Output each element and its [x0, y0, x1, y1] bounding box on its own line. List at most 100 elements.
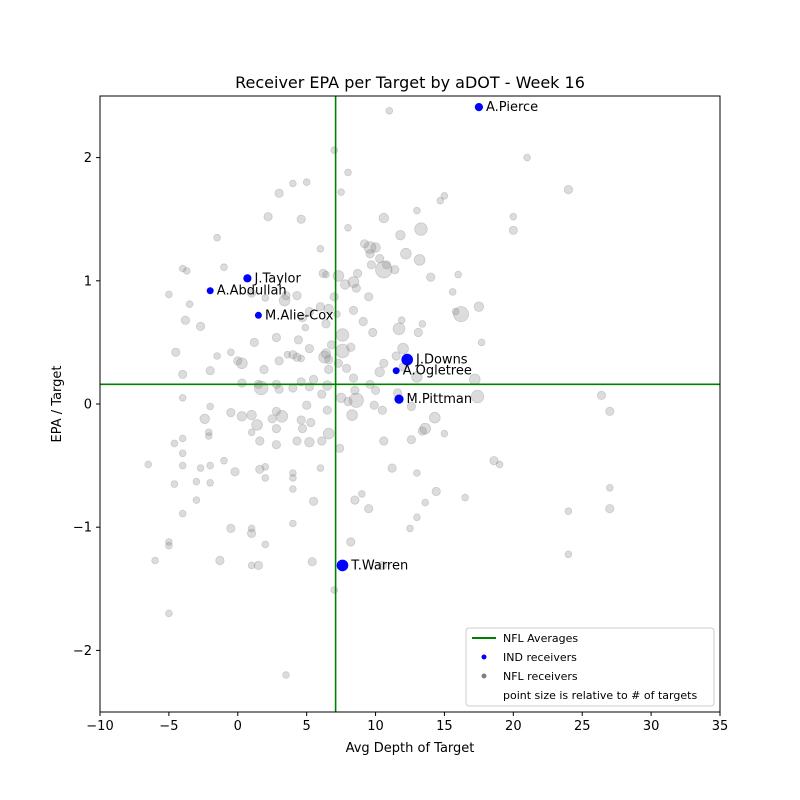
nfl-receiver-point-84 — [171, 347, 181, 357]
nfl-receiver-point-176 — [261, 462, 270, 471]
nfl-receiver-point-195 — [350, 495, 360, 505]
nfl-receiver-point-71 — [392, 322, 406, 336]
nfl-receiver-point-45 — [165, 290, 173, 299]
y-tick-label-1: 1 — [84, 274, 92, 289]
nfl-receiver-point-159 — [178, 434, 187, 443]
nfl-receiver-point-205 — [226, 523, 236, 534]
ind-point-j-downs — [401, 353, 414, 366]
ind-label-a-ogletree: A.Ogletree — [403, 364, 472, 379]
nfl-receiver-point-136 — [377, 405, 387, 415]
chart-title: Receiver EPA per Target by aDOT - Week 1… — [235, 73, 585, 92]
nfl-receiver-point-86 — [320, 348, 332, 359]
nfl-receiver-point-72 — [368, 327, 378, 338]
ind-label-m-pittman: M.Pittman — [407, 392, 473, 407]
nfl-receiver-point-107 — [411, 371, 423, 383]
legend-label-nfl-receivers: NFL receivers — [503, 670, 578, 683]
legend-swatch-ind-receivers — [481, 654, 487, 660]
nfl-receiver-point-168 — [335, 443, 345, 453]
nfl-receiver-point-63 — [297, 313, 308, 323]
nfl-receiver-points — [144, 107, 615, 679]
nfl-receiver-point-95 — [274, 356, 284, 366]
nfl-receiver-point-42 — [347, 276, 360, 288]
nfl-receiver-point-52 — [261, 294, 270, 302]
nfl-receiver-point-50 — [364, 292, 374, 302]
nfl-receiver-point-135 — [605, 406, 615, 416]
nfl-receiver-point-32 — [390, 265, 400, 275]
ind-label-m-alie-cox: M.Alie-Cox — [265, 308, 334, 323]
x-tick-label-35: 35 — [712, 719, 729, 734]
nfl-receiver-point-14 — [378, 212, 390, 224]
x-tick-label-30: 30 — [643, 719, 660, 734]
ind-label-a-abdullah: A.Abdullah — [217, 284, 287, 299]
nfl-receiver-point-178 — [316, 464, 325, 472]
nfl-receiver-point-19 — [213, 233, 221, 242]
ind-point-m-alie-cox — [254, 311, 262, 319]
nfl-receiver-point-79 — [326, 340, 337, 350]
nfl-receiver-point-73 — [413, 327, 423, 338]
nfl-receiver-point-169 — [178, 449, 187, 458]
nfl-receiver-point-177 — [230, 467, 240, 477]
nfl-receiver-point-143 — [275, 409, 289, 423]
nfl-receiver-point-55 — [473, 301, 485, 312]
nfl-receiver-point-9 — [440, 192, 449, 200]
nfl-receiver-point-130 — [206, 402, 215, 411]
nfl-receiver-point-217 — [253, 560, 263, 571]
nfl-receiver-point-17 — [414, 222, 428, 236]
nfl-receiver-point-8 — [337, 188, 345, 196]
nfl-receiver-point-90 — [213, 352, 221, 360]
y-tick-label-2: 2 — [84, 151, 92, 166]
nfl-receiver-point-36 — [318, 268, 328, 278]
nfl-receiver-point-173 — [206, 461, 215, 470]
nfl-receiver-point-166 — [271, 440, 281, 450]
nfl-receiver-point-190 — [289, 485, 297, 493]
nfl-receiver-point-139 — [322, 405, 332, 415]
x-axis-ticks: −10 −5 0 5 10 15 20 25 30 35 — [86, 712, 728, 734]
nfl-receiver-point-13 — [296, 214, 306, 224]
nfl-receiver-point-152 — [322, 427, 335, 440]
nfl-receiver-point-61 — [452, 306, 469, 323]
nfl-receiver-point-120 — [254, 380, 269, 396]
ind-point-j-taylor — [243, 274, 252, 283]
nfl-receiver-point-179 — [387, 463, 397, 473]
nfl-receiver-point-193 — [192, 496, 201, 504]
nfl-receiver-point-38 — [332, 270, 345, 282]
legend-box — [465, 627, 715, 707]
nfl-receiver-point-53 — [278, 294, 291, 307]
nfl-receiver-point-158 — [205, 432, 213, 440]
nfl-receiver-point-200 — [564, 507, 573, 516]
nfl-receiver-point-149 — [251, 419, 263, 431]
nfl-receiver-point-99 — [379, 358, 389, 368]
nfl-receiver-point-37 — [322, 270, 330, 279]
nfl-receiver-point-67 — [418, 320, 427, 328]
nfl-receiver-point-167 — [317, 436, 327, 446]
nfl-receiver-point-41 — [426, 272, 436, 282]
nfl-receiver-point-197 — [421, 498, 430, 507]
nfl-receiver-point-145 — [428, 411, 441, 424]
legend-label-ind-receivers: IND receivers — [503, 651, 577, 664]
nfl-receiver-point-172 — [144, 460, 153, 469]
nfl-receiver-point-78 — [293, 335, 303, 345]
nfl-receiver-point-81 — [397, 342, 409, 355]
nfl-receiver-point-161 — [292, 436, 302, 446]
nfl-receiver-point-89 — [292, 352, 302, 362]
nfl-receiver-point-68 — [321, 319, 331, 329]
nfl-receiver-point-171 — [178, 461, 187, 470]
y-tick-label-0: 0 — [84, 398, 92, 413]
legend-swatch-nfl-receivers — [481, 673, 487, 679]
nfl-receiver-point-92 — [391, 351, 401, 361]
nfl-receiver-point-30 — [375, 261, 393, 279]
nfl-receiver-point-48 — [281, 290, 291, 301]
nfl-receiver-point-27 — [375, 254, 385, 264]
nfl-receiver-point-96 — [297, 354, 306, 363]
nfl-receiver-point-75 — [271, 332, 281, 343]
nfl-receiver-point-64 — [180, 315, 190, 325]
nfl-receiver-point-174 — [196, 464, 205, 472]
nfl-receiver-point-3 — [344, 168, 352, 177]
nfl-receiver-point-115 — [322, 380, 333, 391]
nfl-receiver-point-35 — [220, 263, 228, 272]
x-tick-label-0: 0 — [234, 719, 242, 734]
ind-point-t-warren — [336, 559, 349, 572]
legend: NFL Averages IND receivers NFL receivers po… — [465, 627, 715, 707]
y-axis-ticks: −2 −1 0 1 2 — [73, 151, 100, 659]
y-axis-label: EPA / Target — [50, 366, 65, 443]
